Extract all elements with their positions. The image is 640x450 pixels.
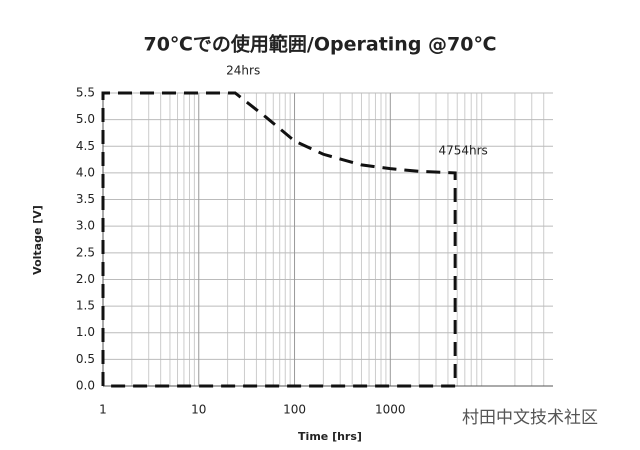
annotation: 24hrs [226, 64, 260, 78]
y-tick-label: 5.0 [76, 112, 95, 126]
watermark: 村田中文技术社区 [462, 408, 598, 428]
x-tick-label: 100 [283, 403, 306, 417]
x-axis-label: Time [hrs] [298, 430, 362, 443]
data-line [101, 91, 457, 388]
y-tick-label: 0.5 [76, 352, 95, 366]
y-tick-label: 5.5 [76, 86, 95, 100]
y-tick-label: 4.5 [76, 139, 95, 153]
y-tick-label: 4.0 [76, 165, 95, 179]
y-tick-label: 2.0 [76, 272, 95, 286]
y-tick-label: 3.5 [76, 192, 95, 206]
y-tick-label: 1.5 [76, 299, 95, 313]
x-tick-label: 10 [191, 403, 206, 417]
x-tick-label: 1000 [375, 403, 406, 417]
y-tick-label: 2.5 [76, 245, 95, 259]
chart-title: 70℃での使用範囲/Operating @70℃ [143, 33, 496, 56]
x-tick-label: 1 [99, 403, 107, 417]
y-tick-label: 1.0 [76, 325, 95, 339]
y-tick-label: 3.0 [76, 219, 95, 233]
annotation: 4754hrs [438, 143, 487, 157]
y-tick-label: 0.0 [76, 379, 95, 393]
y-axis-label: Voltage [V] [31, 205, 44, 275]
